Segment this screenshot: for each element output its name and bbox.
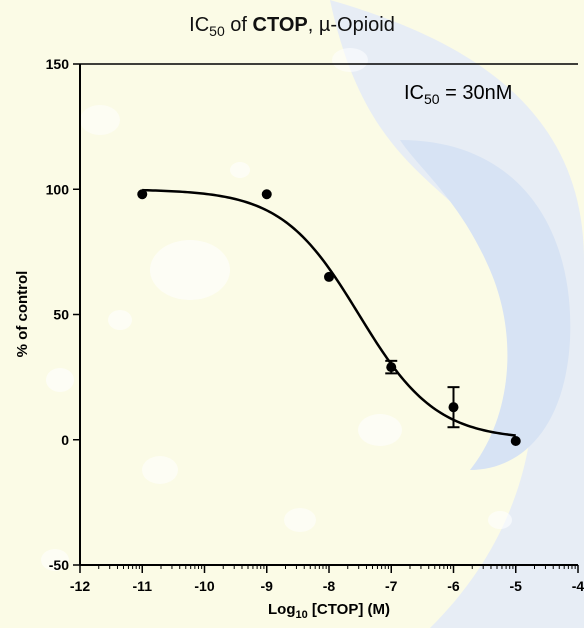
data-point (386, 362, 397, 373)
x-tick-label: -8 (323, 578, 336, 594)
y-tick-label: 50 (53, 307, 69, 323)
y-ticks: 150 100 50 0 -50 (46, 56, 80, 573)
data-point (448, 402, 459, 413)
x-minor-ticks (98, 565, 576, 569)
data-point (324, 271, 334, 282)
x-tick-label: -11 (133, 578, 153, 594)
x-tick-label: -12 (70, 578, 90, 594)
y-tick-label: 100 (46, 181, 70, 197)
x-ticks: -12 -11 -10 -9 -8 -7 -6 -5 -4 (70, 565, 584, 594)
x-tick-label: -7 (385, 578, 398, 594)
data-point (137, 189, 148, 200)
chart-title: IC50 of CTOP, µ-Opioid (189, 14, 395, 39)
x-tick-label: -6 (447, 578, 460, 594)
y-tick-label: 150 (46, 56, 70, 72)
x-axis-label: Log10 [CTOP] (M) (268, 601, 390, 621)
data-point (261, 189, 272, 200)
x-tick-label: -10 (194, 578, 214, 594)
data-point (510, 436, 521, 447)
x-tick-label: -5 (510, 578, 523, 594)
data-points (137, 189, 521, 447)
x-tick-label: -4 (572, 578, 584, 594)
ic50-annotation: IC50 = 30nM (404, 82, 512, 107)
y-axis-label: % of control (14, 271, 31, 358)
y-tick-label: -50 (49, 557, 69, 573)
y-tick-label: 0 (61, 432, 69, 448)
x-tick-label: -9 (261, 578, 274, 594)
